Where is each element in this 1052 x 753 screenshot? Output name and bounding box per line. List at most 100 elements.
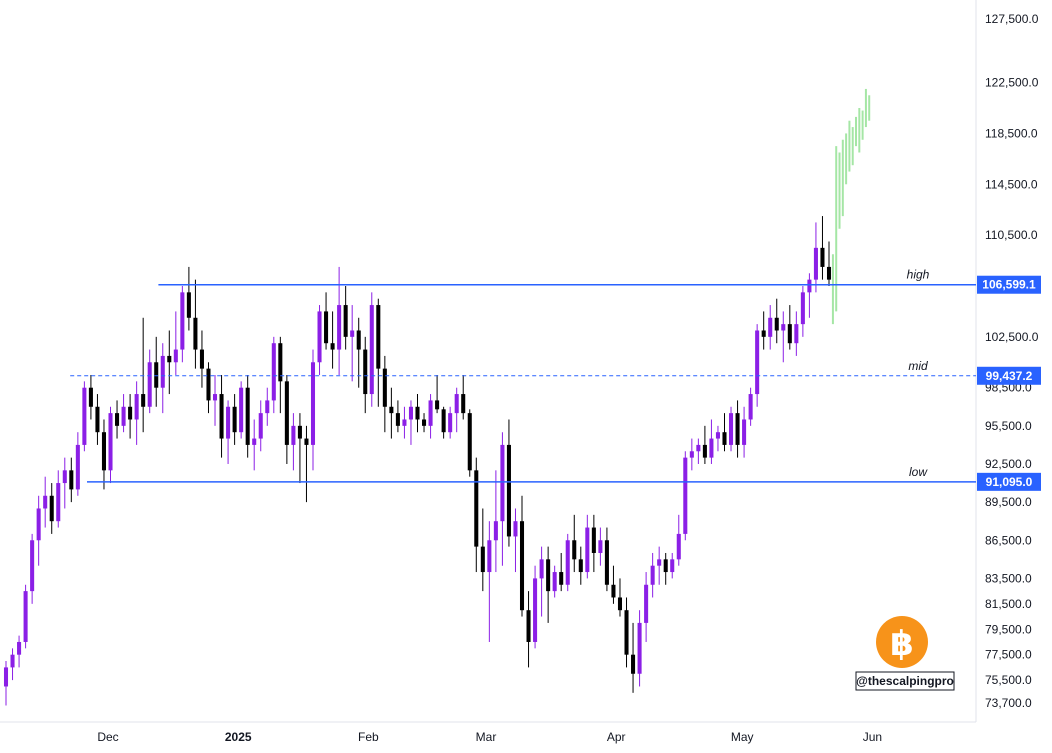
candle-body: [10, 654, 15, 668]
candle-body: [108, 413, 113, 471]
candle-body: [154, 362, 159, 388]
candle-body: [526, 610, 531, 642]
candle-body: [219, 394, 224, 439]
candle-body: [389, 406, 394, 414]
candle-body: [284, 381, 289, 445]
candle-body: [206, 368, 211, 401]
candle-body: [271, 343, 276, 401]
level-name-mid: mid: [908, 359, 928, 373]
candle-body: [611, 584, 616, 598]
price-tick-label: 95,500.0: [985, 419, 1032, 433]
candle-body: [147, 362, 152, 407]
time-tick-label: Feb: [358, 730, 379, 744]
price-axis[interactable]: 127,500.0 122,500.0 118,500.0 114,500.0 110,…: [985, 12, 1039, 710]
price-badge-mid: [977, 366, 1041, 385]
price-tick-label: 77,500.0: [985, 648, 1032, 662]
candle-body: [23, 591, 28, 642]
candle-body: [245, 387, 250, 445]
candle-body: [820, 247, 825, 267]
candle-body: [572, 540, 577, 560]
candle-body: [69, 470, 74, 490]
candle-body: [128, 406, 133, 420]
candle-body: [480, 546, 485, 573]
candle-body: [467, 413, 472, 471]
candle-body: [637, 622, 642, 674]
candle-body: [180, 292, 185, 350]
watermark-handle-box: [855, 671, 955, 691]
time-tick-label: Apr: [607, 730, 626, 744]
price-tick-label: 110,500.0: [985, 228, 1038, 242]
candle-body: [826, 266, 832, 280]
candle-body: [539, 559, 544, 579]
candle-body: [337, 305, 342, 350]
candle-body: [193, 317, 198, 350]
time-tick-label: Mar: [476, 730, 497, 744]
candle-body: [702, 444, 707, 458]
candle-body: [461, 394, 466, 414]
candle-body: [715, 432, 720, 439]
candle-body: [454, 394, 459, 414]
price-tick-label: 83,500.0: [985, 571, 1032, 585]
candle-body: [291, 425, 296, 445]
candle-body: [506, 444, 511, 537]
candle-body: [115, 413, 120, 426]
candle-body: [199, 349, 204, 369]
plot-area: [3, 88, 871, 706]
candle-body: [696, 444, 701, 452]
time-axis[interactable]: Dec 2025 Feb Mar Apr May Jun: [97, 730, 882, 744]
candle-body: [768, 317, 773, 337]
candle-body: [644, 584, 649, 623]
candle-body: [278, 343, 283, 382]
candle-body: [232, 406, 237, 433]
candle-body: [657, 559, 662, 566]
bitcoin-logo-circle: [876, 616, 928, 668]
price-tick-label: 92,500.0: [985, 457, 1032, 471]
watermark-handle: @thescalpingpro: [856, 674, 954, 688]
candle-body: [435, 400, 440, 410]
price-tick-label: 127,500.0: [985, 12, 1039, 26]
candle-body: [513, 521, 518, 537]
candle-body: [604, 540, 609, 585]
candle-body: [761, 330, 766, 337]
candle-body: [813, 247, 818, 280]
price-badge-label-low: 91,095.0: [986, 475, 1033, 489]
candle-body: [297, 425, 302, 439]
candle-body: [676, 533, 681, 560]
price-badge-high: [977, 275, 1041, 294]
candle-body: [624, 610, 629, 655]
candle-body: [578, 559, 583, 573]
candle-body: [683, 457, 688, 534]
candle-body: [591, 527, 596, 553]
candle-body: [343, 305, 348, 337]
candle-body: [670, 559, 675, 573]
candle-body: [663, 559, 668, 573]
candle-body: [3, 667, 9, 687]
candle-body: [408, 406, 413, 420]
candle-body: [631, 654, 636, 674]
time-tick-label: Jun: [863, 730, 882, 744]
candle-body: [239, 387, 244, 433]
level-lines: high 106,599.1 mid 99,437.2 low 91,095.0: [70, 268, 1041, 491]
candle-body: [167, 355, 172, 363]
price-tick-label: 118,500.0: [985, 126, 1038, 140]
time-tick-label: 2025: [225, 730, 252, 744]
candle-body: [95, 406, 100, 433]
time-tick-label: Dec: [97, 730, 118, 744]
time-tick-label: May: [731, 730, 754, 744]
candle-body: [62, 470, 67, 484]
candle-body: [121, 406, 126, 426]
candle-body: [310, 362, 316, 445]
price-tick-label: 114,500.0: [985, 177, 1038, 191]
candle-body: [304, 438, 309, 445]
candle-body: [356, 330, 361, 350]
candle-body: [650, 565, 655, 585]
candle-body: [82, 387, 87, 445]
candle-body: [807, 279, 812, 293]
bitcoin-logo-watermark: ฿: [876, 616, 928, 668]
candle-body: [787, 324, 792, 344]
price-tick-label: 79,500.0: [985, 622, 1032, 636]
candle-body: [689, 451, 694, 458]
candle-body: [382, 368, 387, 407]
